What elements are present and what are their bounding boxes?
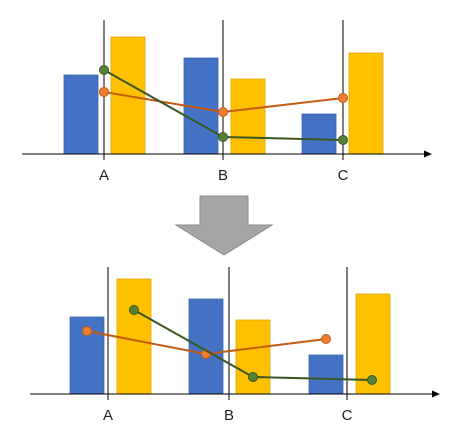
x-axis-arrowhead bbox=[432, 390, 440, 398]
line-series-2-point-C bbox=[367, 375, 377, 385]
category-label-A: A bbox=[103, 407, 113, 424]
line-series-2-point-A bbox=[99, 65, 109, 75]
bar-C-series-1 bbox=[308, 354, 344, 395]
bar-B-series-1 bbox=[188, 298, 224, 395]
category-label-A: A bbox=[99, 167, 109, 184]
line-series-1-point-B bbox=[218, 107, 228, 117]
down-arrow-icon bbox=[174, 195, 274, 256]
line-series-2-point-A bbox=[129, 305, 139, 315]
line-series-1-point-A bbox=[99, 87, 109, 97]
bar-B-series-2 bbox=[230, 78, 266, 155]
bar-A-series-1 bbox=[63, 74, 99, 155]
bar-C-series-2 bbox=[348, 52, 384, 155]
top-chart-panel: A B C bbox=[22, 20, 432, 184]
category-label-C: C bbox=[342, 407, 353, 424]
line-series-1-point-A bbox=[82, 326, 92, 336]
x-axis-arrowhead bbox=[424, 150, 432, 158]
bar-B-series-2 bbox=[235, 319, 271, 395]
bar-C-series-1 bbox=[301, 113, 337, 155]
line-series-2-point-B bbox=[248, 372, 258, 382]
line-series-1-point-C bbox=[321, 334, 331, 344]
bar-A-series-2 bbox=[116, 278, 152, 395]
line-series-2-point-B bbox=[218, 132, 228, 142]
category-label-B: B bbox=[224, 407, 234, 424]
category-label-B: B bbox=[218, 167, 228, 184]
down-arrow-shape bbox=[174, 195, 274, 256]
line-series-2-point-C bbox=[338, 135, 348, 145]
bottom-chart-panel: A B C bbox=[30, 267, 440, 424]
category-label-C: C bbox=[338, 167, 349, 184]
line-series-1-point-C bbox=[338, 93, 348, 103]
